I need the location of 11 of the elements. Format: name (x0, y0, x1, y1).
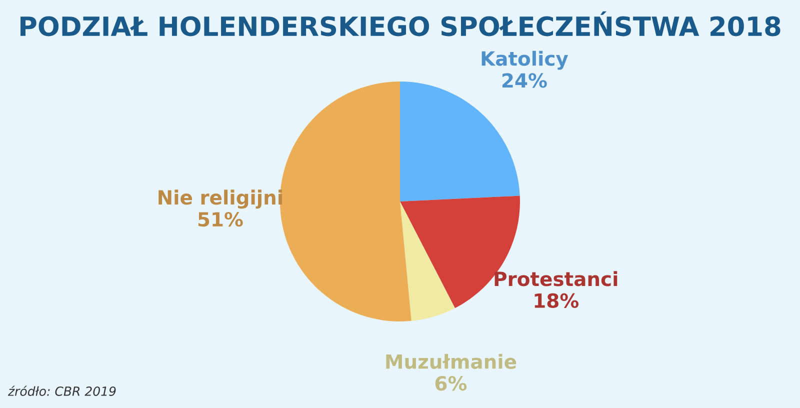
chart-title: PODZIAŁ HOLENDERSKIEGO SPOŁECZEŃSTWA 2018 (20, 11, 780, 36)
data-label: 24% (502, 73, 547, 88)
pie-slice (280, 81, 412, 322)
slice-label: Muzułmanie (386, 354, 516, 369)
data-label: 18% (534, 293, 579, 308)
pie-slice (400, 201, 455, 321)
data-label: 51% (198, 212, 243, 227)
slice-label: Katolicy (482, 50, 568, 70)
slice-label: Protestanci (494, 271, 618, 286)
data-label: 6% (435, 376, 467, 391)
text: źródło: CBR 2019 (8, 386, 116, 396)
